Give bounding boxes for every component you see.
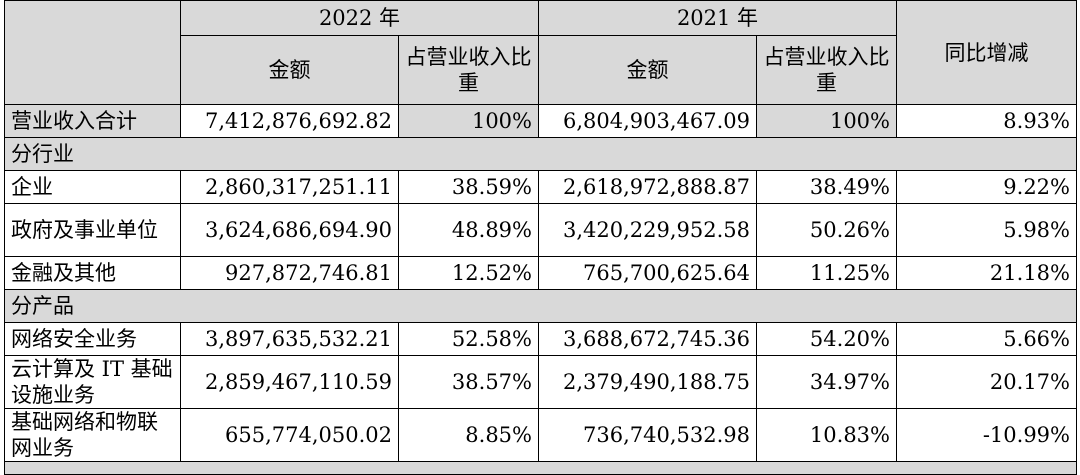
ratio-2022: 12.52% [398,256,539,290]
amount-2022: 3,897,635,532.21 [180,322,399,356]
section-title: 分行业 [4,137,1077,171]
total-ratio-2021: 100% [756,104,897,138]
ratio-2021: 11.25% [756,256,897,290]
section-row: 分行业 [4,137,1077,171]
ratio-2022: 52.58% [398,322,539,356]
amount-2021: 3,688,672,745.36 [538,322,757,356]
header-ratio-2022: 占营业收入比重 [398,35,539,105]
ratio-2022: 38.57% [398,355,539,409]
amount-2022: 927,872,746.81 [180,256,399,290]
table-row: 基础网络和物联网业务 655,774,050.02 8.85% 736,740,… [4,408,1077,462]
amount-2021: 3,420,229,952.58 [538,203,757,257]
total-ratio-2022: 100% [398,104,539,138]
revenue-table: 2022 年 2021 年 同比增减 金额 占营业收入比重 金额 占营业收入比重… [4,0,1077,475]
table-row: 金融及其他 927,872,746.81 12.52% 765,700,625.… [4,256,1077,290]
section-row: 分产品 [4,289,1077,323]
header-year-2022: 2022 年 [180,0,539,36]
amount-2022: 2,860,317,251.11 [180,170,399,204]
yoy-change: 21.18% [896,256,1077,290]
table-row: 云计算及 IT 基础设施业务 2,859,467,110.59 38.57% 2… [4,355,1077,409]
yoy-change: 9.22% [896,170,1077,204]
yoy-change: -10.99% [896,408,1077,462]
total-amount-2022: 7,412,876,692.82 [180,104,399,138]
amount-2022: 3,624,686,694.90 [180,203,399,257]
amount-2021: 2,379,490,188.75 [538,355,757,409]
ratio-2022: 38.59% [398,170,539,204]
ratio-2021: 34.97% [756,355,897,409]
ratio-2021: 54.20% [756,322,897,356]
amount-2021: 2,618,972,888.87 [538,170,757,204]
row-label: 政府及事业单位 [4,203,181,257]
ratio-2022: 8.85% [398,408,539,462]
table-row-cut-off [4,461,1077,475]
yoy-change: 5.66% [896,322,1077,356]
header-year-2021: 2021 年 [538,0,897,36]
amount-2021: 736,740,532.98 [538,408,757,462]
total-label: 营业收入合计 [4,104,181,138]
ratio-2021: 38.49% [756,170,897,204]
header-corner [4,0,181,105]
header-yoy: 同比增减 [896,0,1077,105]
amount-2022: 2,859,467,110.59 [180,355,399,409]
ratio-2022: 48.89% [398,203,539,257]
row-label: 云计算及 IT 基础设施业务 [4,355,181,409]
section-title: 分产品 [4,289,1077,323]
yoy-change: 20.17% [896,355,1077,409]
table-row: 企业 2,860,317,251.11 38.59% 2,618,972,888… [4,170,1077,204]
table-row: 政府及事业单位 3,624,686,694.90 48.89% 3,420,22… [4,203,1077,257]
cut-off-row [4,461,1077,475]
header-amount-2021: 金额 [538,35,757,105]
yoy-change: 5.98% [896,203,1077,257]
row-label: 金融及其他 [4,256,181,290]
row-label: 基础网络和物联网业务 [4,408,181,462]
amount-2021: 765,700,625.64 [538,256,757,290]
ratio-2021: 10.83% [756,408,897,462]
total-row: 营业收入合计 7,412,876,692.82 100% 6,804,903,4… [4,104,1077,138]
header-amount-2022: 金额 [180,35,399,105]
total-amount-2021: 6,804,903,467.09 [538,104,757,138]
ratio-2021: 50.26% [756,203,897,257]
header-ratio-2021: 占营业收入比重 [756,35,897,105]
row-label: 企业 [4,170,181,204]
amount-2022: 655,774,050.02 [180,408,399,462]
total-yoy: 8.93% [896,104,1077,138]
row-label: 网络安全业务 [4,322,181,356]
table-row: 网络安全业务 3,897,635,532.21 52.58% 3,688,672… [4,322,1077,356]
